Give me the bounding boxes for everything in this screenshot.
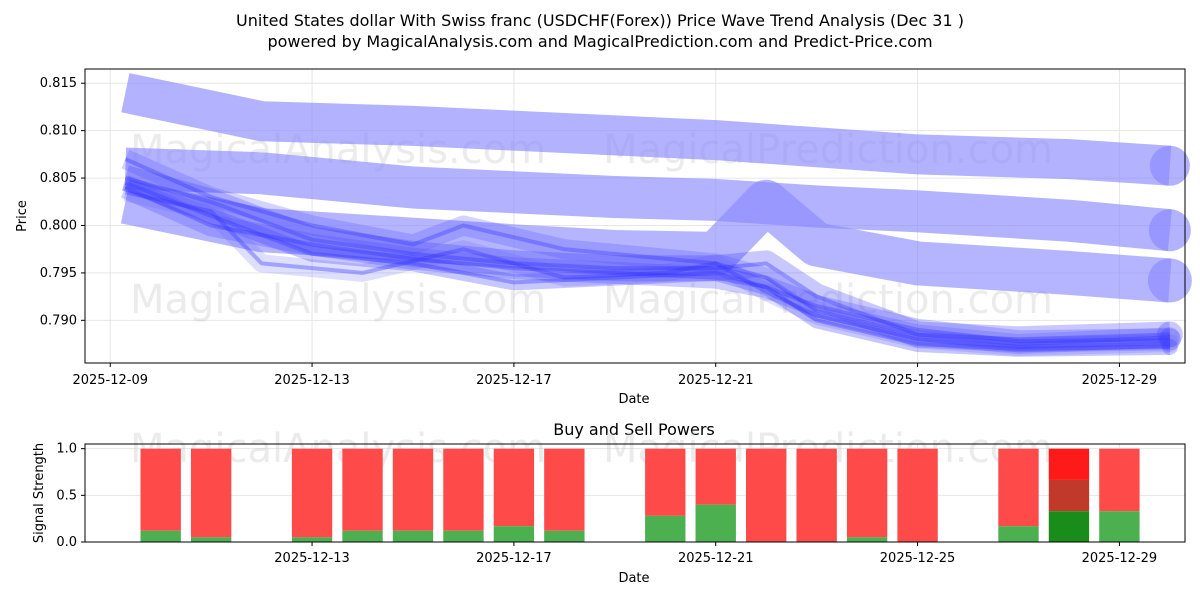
- buy-power-bar: [695, 504, 736, 542]
- chart-title-line1: United States dollar With Swiss franc (U…: [236, 11, 964, 30]
- price-wave-band: [121, 73, 1172, 186]
- buy-power-bar: [443, 530, 484, 542]
- price-x-tick-label: 2025-12-13: [274, 373, 350, 388]
- chart-title-line2: powered by MagicalAnalysis.com and Magic…: [267, 32, 932, 51]
- price-wave-band: [122, 175, 1171, 357]
- buy-power-bar: [998, 526, 1039, 542]
- price-wave-end-cap: [1156, 321, 1183, 348]
- price-wave-core: [124, 176, 1170, 342]
- sell-power-bar: [645, 448, 686, 516]
- price-wave-core: [124, 157, 1170, 346]
- sell-power-bar: [695, 448, 736, 505]
- sell-power-bar: [493, 448, 535, 527]
- price-wave-series: [120, 73, 1192, 357]
- signal-y-tick-label: 0.5: [56, 488, 77, 503]
- price-wave-band: [121, 149, 1171, 354]
- price-wave-core: [124, 185, 1170, 344]
- signal-y-tick-label: 0.0: [56, 535, 77, 550]
- price-x-tick-label: 2025-12-29: [1082, 373, 1158, 388]
- watermark-3: MagicalAnalysis.com: [130, 277, 546, 323]
- price-wave-end-cap: [1147, 258, 1192, 303]
- price-plot-frame: [84, 68, 1186, 364]
- signal-plot: Buy and Sell Powers MagicalAnalysis.com …: [32, 420, 1186, 586]
- price-wave-band: [124, 147, 1172, 252]
- price-x-tick-label: 2025-12-09: [72, 373, 148, 388]
- sell-power-bar: [1048, 448, 1090, 480]
- signal-y-tick-label: 1.0: [56, 442, 77, 457]
- buy-power-bar: [846, 537, 888, 542]
- price-wave-band: [121, 165, 1171, 353]
- sell-power-bar: [846, 448, 888, 538]
- buy-power-bar: [342, 530, 383, 542]
- buy-power-bar: [392, 530, 434, 542]
- sell-power-bar: [796, 448, 837, 542]
- signal-axes: 0.0 0.5 1.0 2025-12-13 2025-12-17 2025-12-21 2…: [56, 442, 1157, 566]
- price-axes: 0.790 0.795 0.800 0.805 0.810 0.815 2025-12-09…: [40, 76, 1157, 388]
- signal-x-tick-label: 2025-12-29: [1082, 551, 1158, 566]
- price-wave-core: [124, 180, 1170, 351]
- sell-power-bar: [746, 448, 787, 542]
- price-plot: MagicalAnalysis.com MagicalPrediction.co…: [15, 68, 1192, 407]
- sell-power-bar: [443, 448, 484, 531]
- buy-power-bar: [190, 537, 232, 542]
- price-wave-end-cap: [1149, 145, 1190, 186]
- price-x-tick-label: 2025-12-25: [880, 373, 956, 388]
- signal-x-tick-label: 2025-12-13: [274, 551, 350, 566]
- sell-power-bar: [291, 448, 333, 538]
- sell-power-bar: [190, 448, 232, 538]
- signal-plot-frame: [84, 443, 1186, 543]
- price-wave-band: [123, 183, 1171, 356]
- signal-x-axis-label: Date: [618, 571, 649, 586]
- signal-bars: [140, 448, 1140, 542]
- price-y-tick-label: 0.805: [40, 171, 77, 186]
- price-wave-end-cap: [1161, 338, 1178, 355]
- sell-power-bar: [392, 448, 434, 531]
- buy-power-bar: [1048, 511, 1090, 542]
- sell-power-bar: [897, 448, 938, 542]
- price-y-axis-label: Price: [15, 200, 30, 232]
- buy-power-bar: [544, 530, 585, 542]
- price-y-tick-label: 0.815: [40, 76, 77, 91]
- price-x-axis-label: Date: [618, 392, 649, 407]
- price-wave-end-cap: [1148, 209, 1191, 252]
- price-wave-band: [120, 177, 1171, 353]
- price-x-tick-label: 2025-12-17: [476, 373, 552, 388]
- price-wave-core: [124, 190, 1170, 349]
- price-y-tick-label: 0.790: [40, 313, 77, 328]
- sell-power-bar: [998, 448, 1039, 527]
- sell-power-bar: [1099, 448, 1140, 512]
- buy-power-bar: [1099, 511, 1140, 542]
- price-wave-band: [120, 179, 1172, 303]
- price-y-tick-label: 0.810: [40, 124, 77, 139]
- sell-power-bar: [1048, 479, 1090, 512]
- signal-x-tick-label: 2025-12-17: [476, 551, 552, 566]
- buy-power-bar: [140, 530, 181, 542]
- sell-power-bar: [342, 448, 383, 531]
- price-wave-end-cap: [1160, 334, 1179, 353]
- buy-power-bar: [291, 537, 333, 542]
- price-y-tick-label: 0.800: [40, 218, 77, 233]
- signal-chart-title: Buy and Sell Powers: [553, 420, 715, 439]
- buy-power-bar: [645, 515, 686, 542]
- signal-x-tick-label: 2025-12-21: [678, 551, 754, 566]
- sell-power-bar: [544, 448, 585, 531]
- price-wave-end-cap: [1159, 327, 1180, 348]
- sell-power-bar: [140, 448, 181, 531]
- price-wave-end-cap: [1158, 328, 1181, 351]
- price-y-tick-label: 0.795: [40, 266, 77, 281]
- price-x-tick-label: 2025-12-21: [678, 373, 754, 388]
- signal-x-tick-label: 2025-12-25: [880, 551, 956, 566]
- buy-power-bar: [493, 526, 535, 542]
- signal-y-axis-label: Signal Strength: [32, 443, 47, 543]
